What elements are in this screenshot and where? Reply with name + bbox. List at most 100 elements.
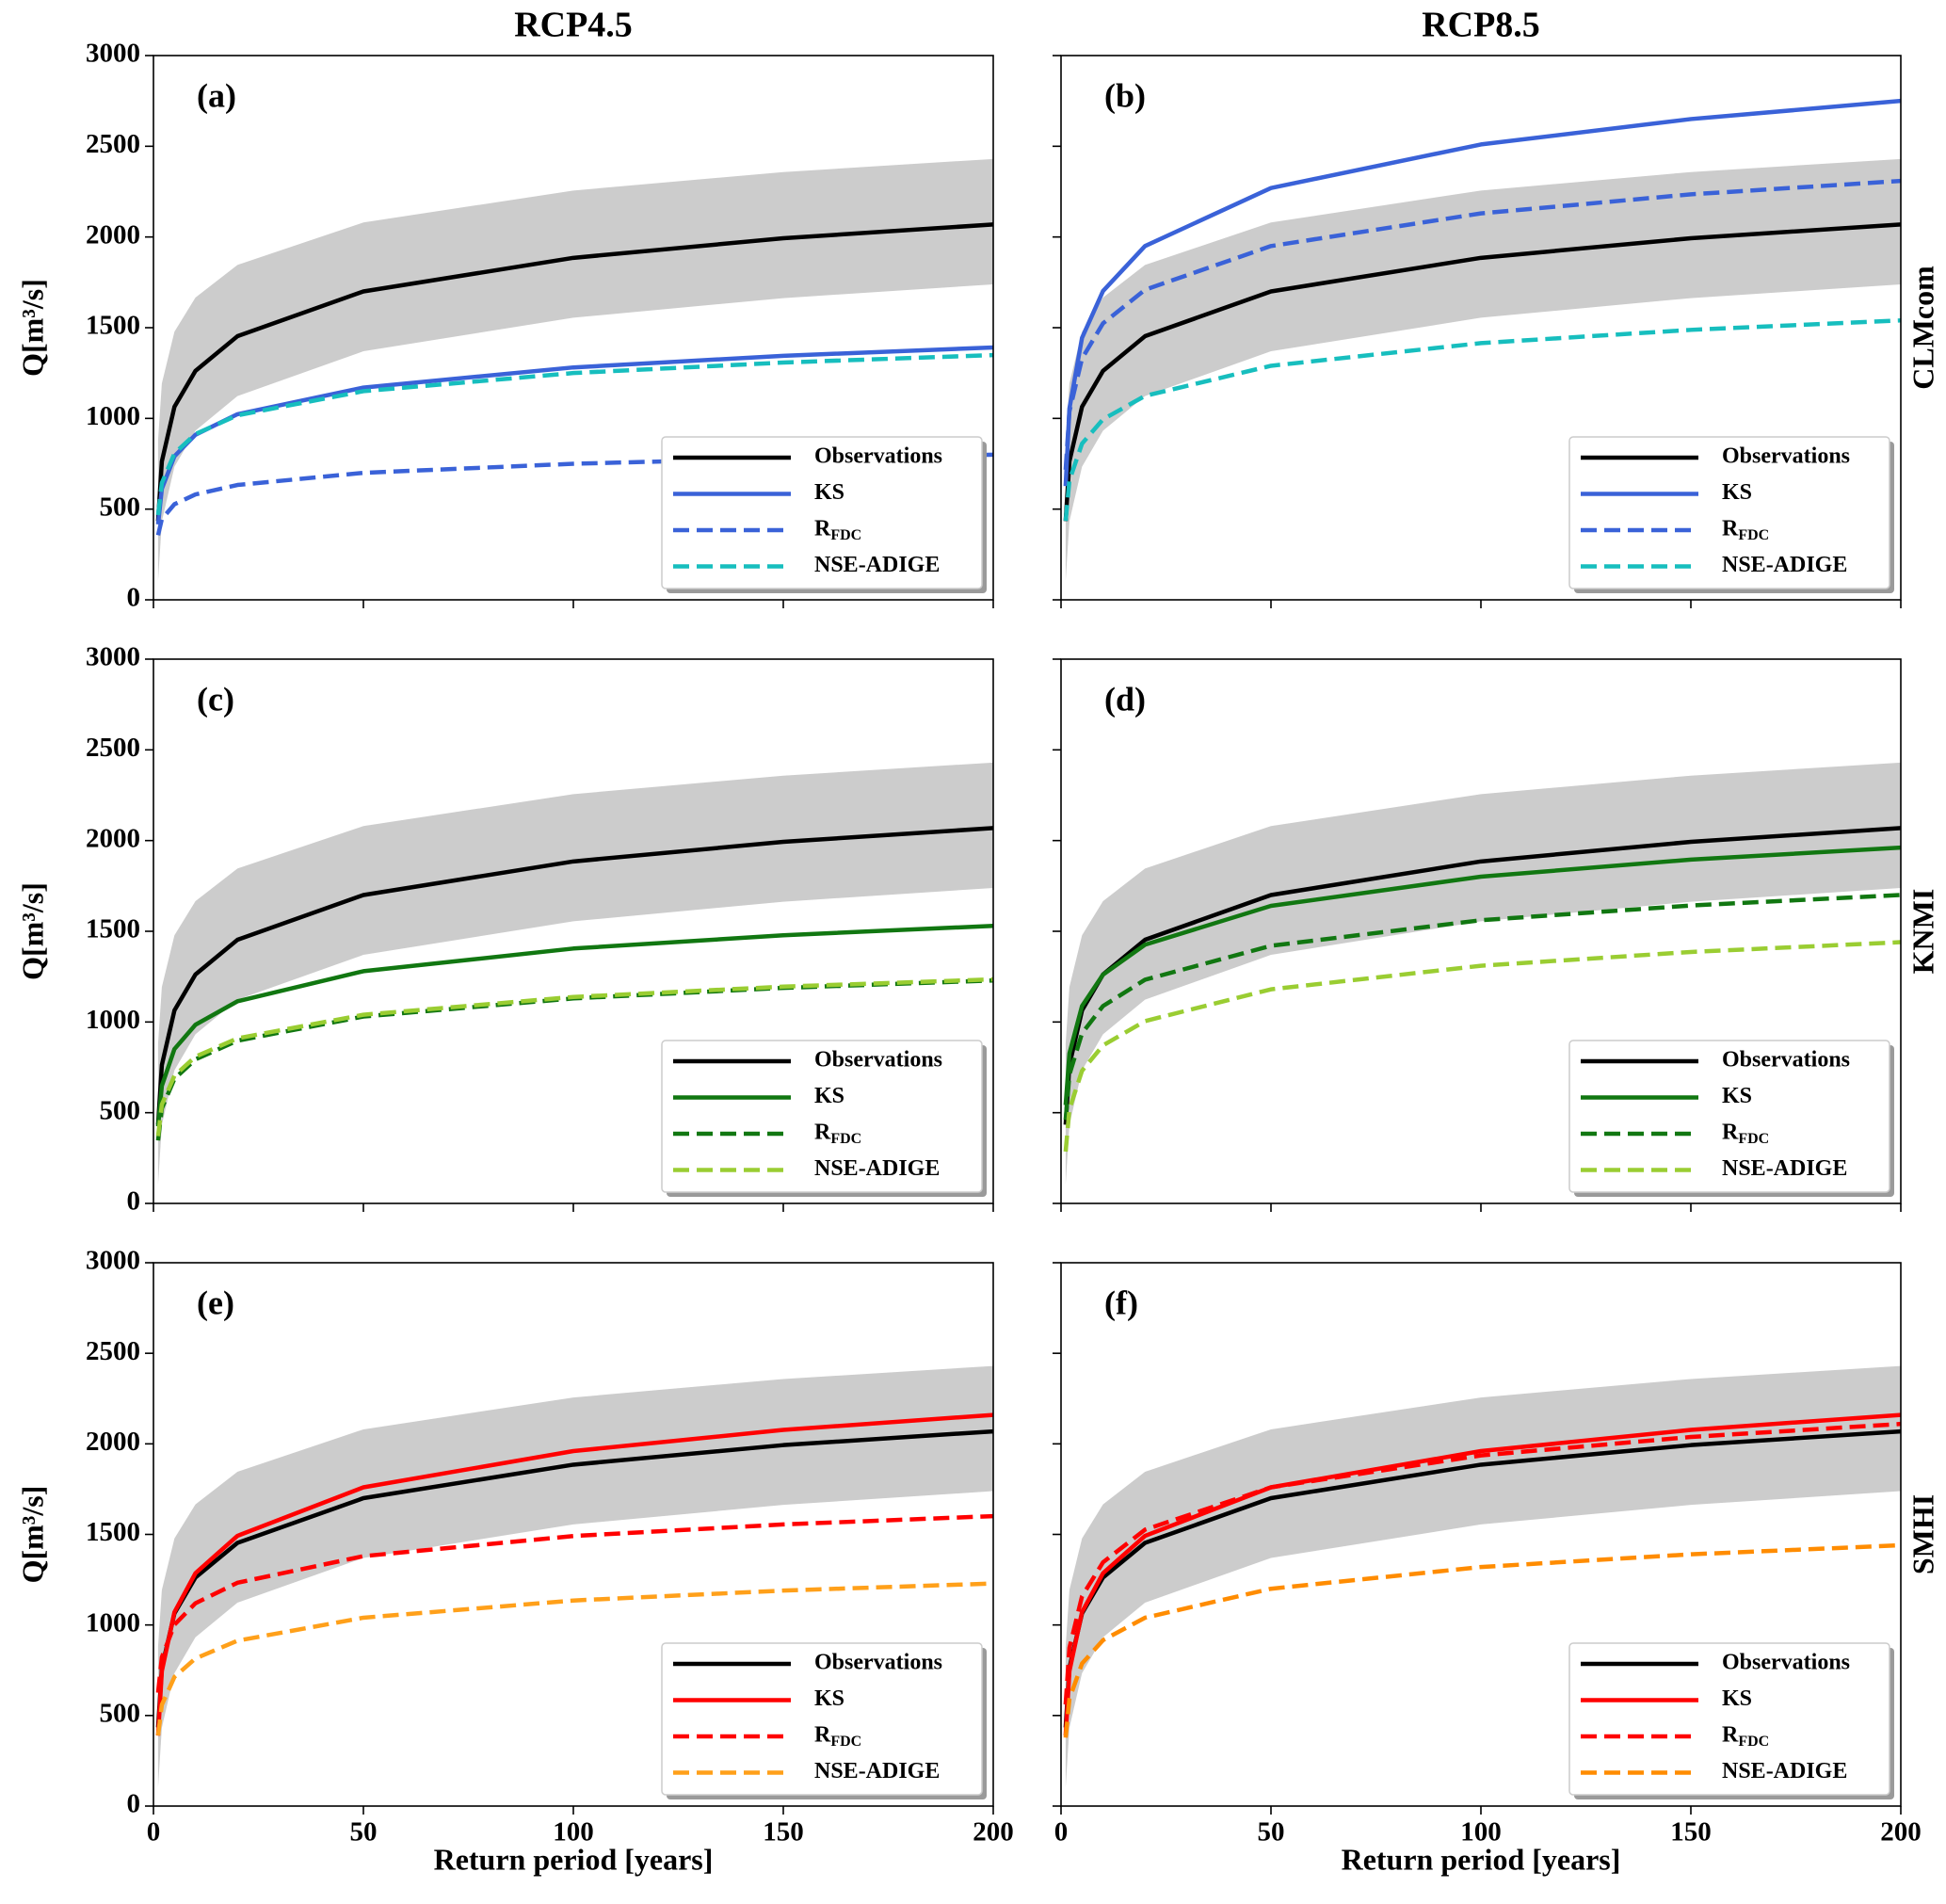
x-tick-label: 100 — [553, 1817, 594, 1848]
y-tick-label: 0 — [127, 1789, 141, 1819]
legend-label: Observations — [1722, 1651, 1850, 1675]
x-tick-label: 150 — [1670, 1817, 1712, 1848]
confidence-band — [157, 1365, 993, 1787]
legend-label: KS — [814, 1686, 844, 1711]
plot-area — [155, 762, 993, 1185]
confidence-band — [1065, 762, 1901, 1185]
x-tick-label: 50 — [350, 1817, 378, 1848]
legend-label: Observations — [814, 444, 942, 469]
legend-box — [1568, 1040, 1890, 1193]
series-line — [155, 826, 993, 1125]
y-tick-label: 3000 — [86, 1246, 140, 1276]
row-label: SMHI — [1906, 1494, 1939, 1574]
series-line — [1063, 178, 1901, 471]
row-label: KNMI — [1906, 889, 1939, 975]
y-axis-label: Q[m³/s] — [15, 279, 49, 377]
x-tick-label: 100 — [1460, 1817, 1502, 1848]
y-axis-label: Q[m³/s] — [15, 1486, 49, 1584]
y-tick-label: 3000 — [86, 642, 140, 672]
legend-box — [1568, 1642, 1890, 1796]
series-line — [155, 222, 993, 522]
series-line — [155, 1581, 993, 1736]
confidence-band — [157, 762, 993, 1185]
legend-label: NSE-ADIGE — [814, 1759, 940, 1783]
x-tick-label: 50 — [1258, 1817, 1285, 1848]
legend-box — [661, 436, 983, 589]
y-tick-label: 500 — [100, 492, 141, 522]
series-line — [155, 352, 993, 516]
confidence-band — [157, 158, 993, 581]
y-tick-label: 2500 — [86, 129, 140, 159]
y-tick-label: 0 — [127, 583, 141, 613]
y-tick-label: 2000 — [86, 823, 140, 853]
x-tick-label: 0 — [147, 1817, 161, 1848]
legend-label: KS — [1722, 480, 1752, 505]
legend-label: KS — [814, 1084, 844, 1108]
legend-box — [661, 1040, 983, 1193]
legend-label: NSE-ADIGE — [814, 1156, 940, 1181]
y-tick-label: 1500 — [86, 914, 140, 944]
y-tick-label: 2000 — [86, 1427, 140, 1457]
y-tick-label: 500 — [100, 1698, 141, 1728]
legend-subscript: FDC — [1738, 1734, 1769, 1750]
series-line — [1063, 1542, 1901, 1738]
legend-label: Observations — [814, 1651, 942, 1675]
y-tick-label: 0 — [127, 1186, 141, 1217]
legend-label: Observations — [1722, 444, 1850, 469]
panel-label: (d) — [1104, 680, 1146, 718]
legend-label: NSE-ADIGE — [1722, 553, 1847, 577]
y-tick-label: 1500 — [86, 311, 140, 341]
legend-subscript: FDC — [830, 1734, 861, 1750]
legend-label: KS — [1722, 1084, 1752, 1108]
series-line — [155, 1412, 993, 1736]
y-tick-label: 3000 — [86, 39, 140, 69]
x-axis-label: Return period [years] — [434, 1842, 714, 1876]
legend-label: NSE-ADIGE — [1722, 1156, 1847, 1181]
panel-label: (c) — [197, 680, 234, 718]
legend-box — [1568, 436, 1890, 589]
x-tick-label: 0 — [1054, 1817, 1069, 1848]
y-tick-label: 2500 — [86, 733, 140, 763]
legend-label: NSE-ADIGE — [1722, 1759, 1847, 1783]
confidence-band — [1065, 158, 1901, 581]
legend-label: KS — [814, 480, 844, 505]
plot-area — [155, 1365, 993, 1787]
column-title: RCP4.5 — [514, 6, 633, 45]
panel-label: (f) — [1104, 1283, 1138, 1321]
y-tick-label: 1000 — [86, 1005, 140, 1035]
legend-subscript: FDC — [1738, 1131, 1769, 1147]
series-line — [1063, 845, 1901, 1105]
y-tick-label: 1000 — [86, 401, 140, 431]
series-line — [1063, 1412, 1901, 1736]
y-tick-label: 2000 — [86, 219, 140, 250]
y-tick-label: 1000 — [86, 1607, 140, 1638]
series-line — [155, 1513, 993, 1693]
legend-label: Observations — [814, 1048, 942, 1073]
series-line — [1063, 222, 1901, 522]
column-title: RCP8.5 — [1422, 6, 1540, 45]
series-line — [1063, 318, 1901, 522]
x-tick-label: 200 — [1880, 1817, 1922, 1848]
series-line — [1063, 940, 1901, 1153]
x-tick-label: 200 — [973, 1817, 1014, 1848]
y-tick-label: 500 — [100, 1095, 141, 1125]
row-label: CLMcom — [1906, 266, 1939, 390]
legend-label: NSE-ADIGE — [814, 553, 940, 577]
plot-area — [1063, 98, 1901, 581]
legend-subscript: FDC — [1738, 527, 1769, 543]
panel-label: (b) — [1104, 76, 1146, 114]
series-line — [1063, 826, 1901, 1125]
plot-area — [1063, 762, 1901, 1185]
x-tick-label: 150 — [763, 1817, 804, 1848]
y-tick-label: 1500 — [86, 1517, 140, 1547]
panel-label: (a) — [197, 76, 236, 114]
y-axis-label: Q[m³/s] — [15, 882, 49, 980]
series-line — [155, 976, 993, 1137]
legend-box — [661, 1642, 983, 1796]
panel-label: (e) — [197, 1283, 234, 1321]
legend-subscript: FDC — [830, 527, 861, 543]
series-line — [1063, 893, 1901, 1121]
legend-subscript: FDC — [830, 1131, 861, 1147]
